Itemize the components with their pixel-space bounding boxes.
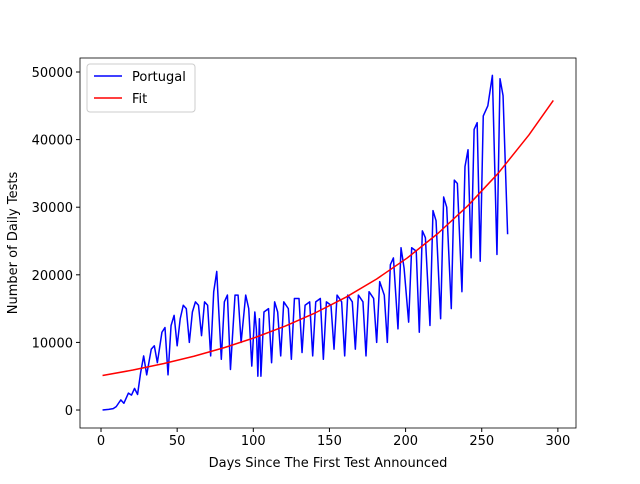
x-tick-label: 300 [545,434,570,449]
x-tick-label: 150 [317,434,342,449]
legend-label: Fit [132,92,147,107]
x-axis-label: Days Since The First Test Announced [209,456,448,471]
legend: Portugal Fit [86,63,196,113]
y-tick-label: 50000 [32,66,73,81]
x-tick-label: 50 [169,434,186,449]
x-tick-label: 0 [97,434,105,449]
data-line [102,99,554,377]
x-tick-label: 200 [393,434,418,449]
y-tick-label: 20000 [32,269,73,284]
y-tick-label: 0 [65,404,73,419]
legend-label: Portugal [132,70,186,85]
plot-frame [79,57,577,429]
data-line [102,74,509,411]
x-tick-label: 250 [469,434,494,449]
y-tick-label: 10000 [32,336,73,351]
y-axis-label: Number of Daily Tests [6,172,21,315]
x-tick-label: 100 [241,434,266,449]
y-tick-label: 30000 [32,201,73,216]
y-tick-label: 40000 [32,134,73,149]
